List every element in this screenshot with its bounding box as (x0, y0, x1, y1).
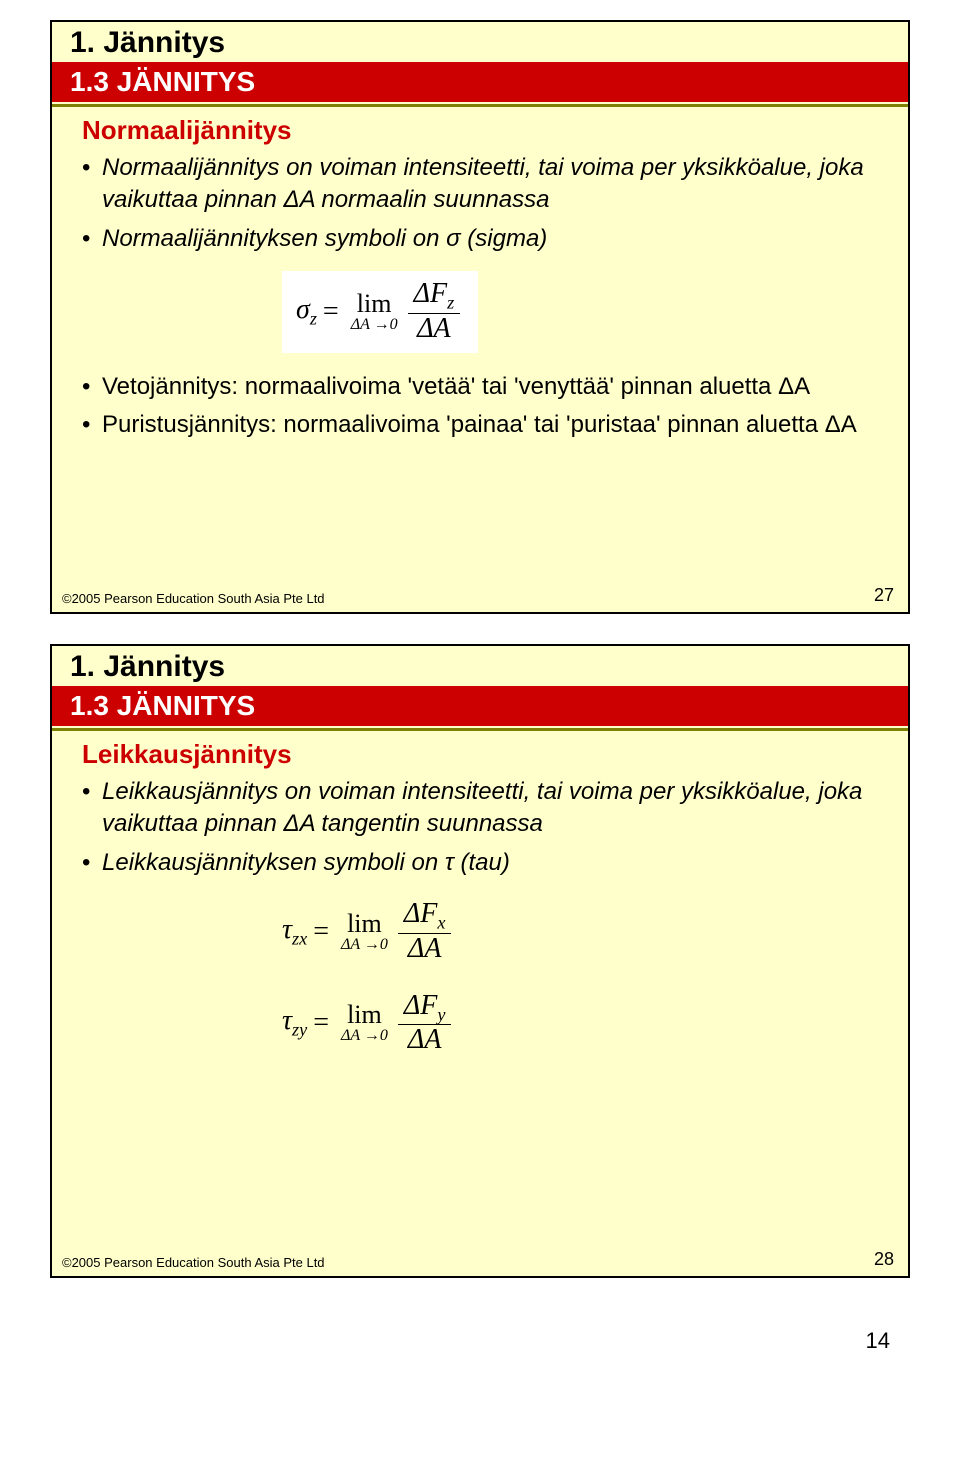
bullet-text: Leikkausjännityksen symboli on τ (tau) (102, 847, 878, 879)
bullet: • Normaalijännitys on voiman intensiteet… (82, 152, 878, 217)
subheading: Normaalijännitys (82, 115, 878, 146)
bullet-dot: • (82, 776, 102, 808)
formula-lhs: σz (296, 294, 317, 330)
slide-title-band: 1. Jännitys (52, 22, 908, 62)
equals: = (323, 296, 339, 328)
section-heading: 1.3 JÄNNITYS (70, 690, 255, 722)
formula-sigma: σz = lim ΔA →0 ΔFz ΔA (282, 271, 478, 352)
fraction: ΔFx ΔA (398, 899, 452, 964)
slide-title: 1. Jännitys (70, 650, 225, 683)
slide-2: 1. Jännitys 1.3 JÄNNITYS Leikkausjännity… (50, 644, 910, 1278)
bullet-text: Vetojännitys: normaalivoima 'vetää' tai … (102, 371, 878, 403)
slide-content: Leikkausjännitys • Leikkausjännitys on v… (52, 731, 908, 1066)
bullet-text: Leikkausjännitys on voiman intensiteetti… (102, 776, 878, 841)
bullet-dot: • (82, 847, 102, 879)
equals: = (313, 916, 329, 948)
limit: lim ΔA →0 (351, 291, 398, 333)
formula-lhs: τzx (282, 914, 307, 950)
slide-number: 28 (874, 1249, 894, 1270)
slide-1: 1. Jännitys 1.3 JÄNNITYS Normaalijännity… (50, 20, 910, 614)
bullet-text: Normaalijännityksen symboli on σ (sigma) (102, 223, 878, 255)
slide-red-band: 1.3 JÄNNITYS (52, 686, 908, 726)
page-number: 14 (0, 1288, 960, 1384)
bullet: • Normaalijännityksen symboli on σ (sigm… (82, 223, 878, 255)
limit: lim ΔA →0 (341, 911, 388, 953)
bullet-dot: • (82, 223, 102, 255)
slide-title: 1. Jännitys (70, 26, 225, 59)
slide-red-band: 1.3 JÄNNITYS (52, 62, 908, 102)
bullet-dot: • (82, 409, 102, 441)
bullet: • Leikkausjännitys on voiman intensiteet… (82, 776, 878, 841)
limit: lim ΔA →0 (341, 1002, 388, 1044)
slide-footer: ©2005 Pearson Education South Asia Pte L… (62, 1249, 894, 1270)
equals: = (313, 1007, 329, 1039)
fraction: ΔFz ΔA (408, 279, 461, 344)
copyright: ©2005 Pearson Education South Asia Pte L… (62, 1255, 325, 1270)
bullet-dot: • (82, 152, 102, 184)
slide-footer: ©2005 Pearson Education South Asia Pte L… (62, 585, 894, 606)
bullet-text: Normaalijännitys on voiman intensiteetti… (102, 152, 878, 217)
slide-1-wrap: 1. Jännitys 1.3 JÄNNITYS Normaalijännity… (0, 0, 960, 624)
page: 1. Jännitys 1.3 JÄNNITYS Normaalijännity… (0, 0, 960, 1384)
bullet: • Vetojännitys: normaalivoima 'vetää' ta… (82, 371, 878, 403)
formula-lhs: τzy (282, 1005, 307, 1041)
slide-2-wrap: 1. Jännitys 1.3 JÄNNITYS Leikkausjännity… (0, 624, 960, 1288)
slide-number: 27 (874, 585, 894, 606)
formula-tau-zy: τzy = lim ΔA →0 ΔFy ΔA (282, 991, 878, 1056)
bullet-text: Puristusjännitys: normaalivoima 'painaa'… (102, 409, 878, 441)
fraction: ΔFy ΔA (398, 991, 452, 1056)
copyright: ©2005 Pearson Education South Asia Pte L… (62, 591, 325, 606)
slide-content: Normaalijännitys • Normaalijännitys on v… (52, 107, 908, 457)
formula-tau-zx: τzx = lim ΔA →0 ΔFx ΔA (282, 899, 878, 964)
bullet-dot: • (82, 371, 102, 403)
bullet: • Puristusjännitys: normaalivoima 'paina… (82, 409, 878, 441)
subheading: Leikkausjännitys (82, 739, 878, 770)
bullet: • Leikkausjännityksen symboli on τ (tau) (82, 847, 878, 879)
slide-title-band: 1. Jännitys (52, 646, 908, 686)
section-heading: 1.3 JÄNNITYS (70, 66, 255, 98)
formula-group: τzx = lim ΔA →0 ΔFx ΔA τzy = (282, 899, 878, 1056)
